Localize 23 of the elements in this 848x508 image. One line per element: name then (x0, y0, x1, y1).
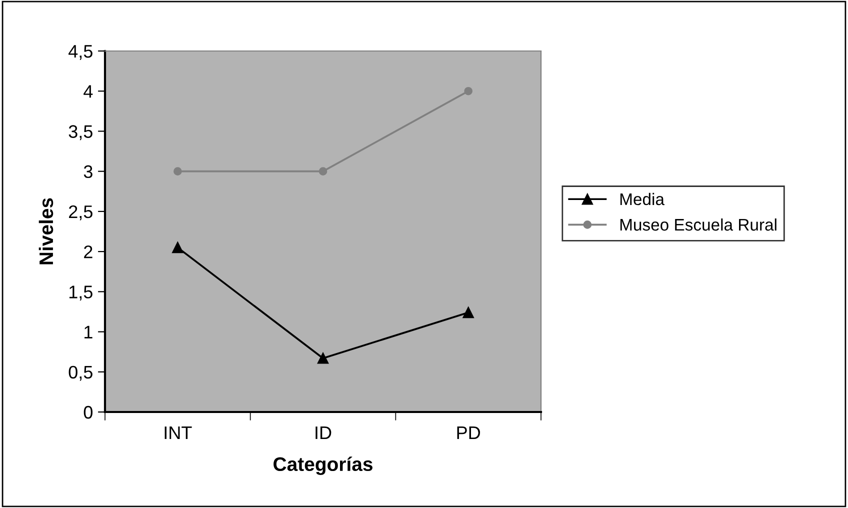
y-tick-label: 3 (84, 165, 92, 178)
point (317, 352, 329, 364)
point (464, 86, 472, 96)
y-axis-title: Niveles (38, 198, 54, 264)
x-axis-title: Categorías (274, 456, 372, 475)
legend-label: Museo Escuela Rural (620, 218, 776, 231)
y-tick-label: 1,5 (69, 286, 92, 301)
y-tick-label: 4 (84, 85, 93, 98)
point (174, 167, 182, 176)
y-tick-label: 2,5 (69, 205, 92, 220)
point (318, 167, 328, 176)
legend-label: Media (620, 192, 664, 206)
x-tick-label: PD (457, 426, 480, 439)
x-tick-label: ID (316, 426, 332, 439)
y-tick-label: 3,5 (68, 125, 92, 140)
point (172, 242, 184, 254)
x-tick-label: INT (164, 426, 192, 439)
y-tick-label: 2 (84, 245, 92, 258)
y-tick-label: 4,5 (68, 45, 92, 60)
y-tick-label: 0,5 (68, 366, 92, 381)
y-tick-label: 1 (84, 326, 92, 338)
point (462, 306, 474, 318)
y-tick-label: 0 (84, 406, 92, 419)
